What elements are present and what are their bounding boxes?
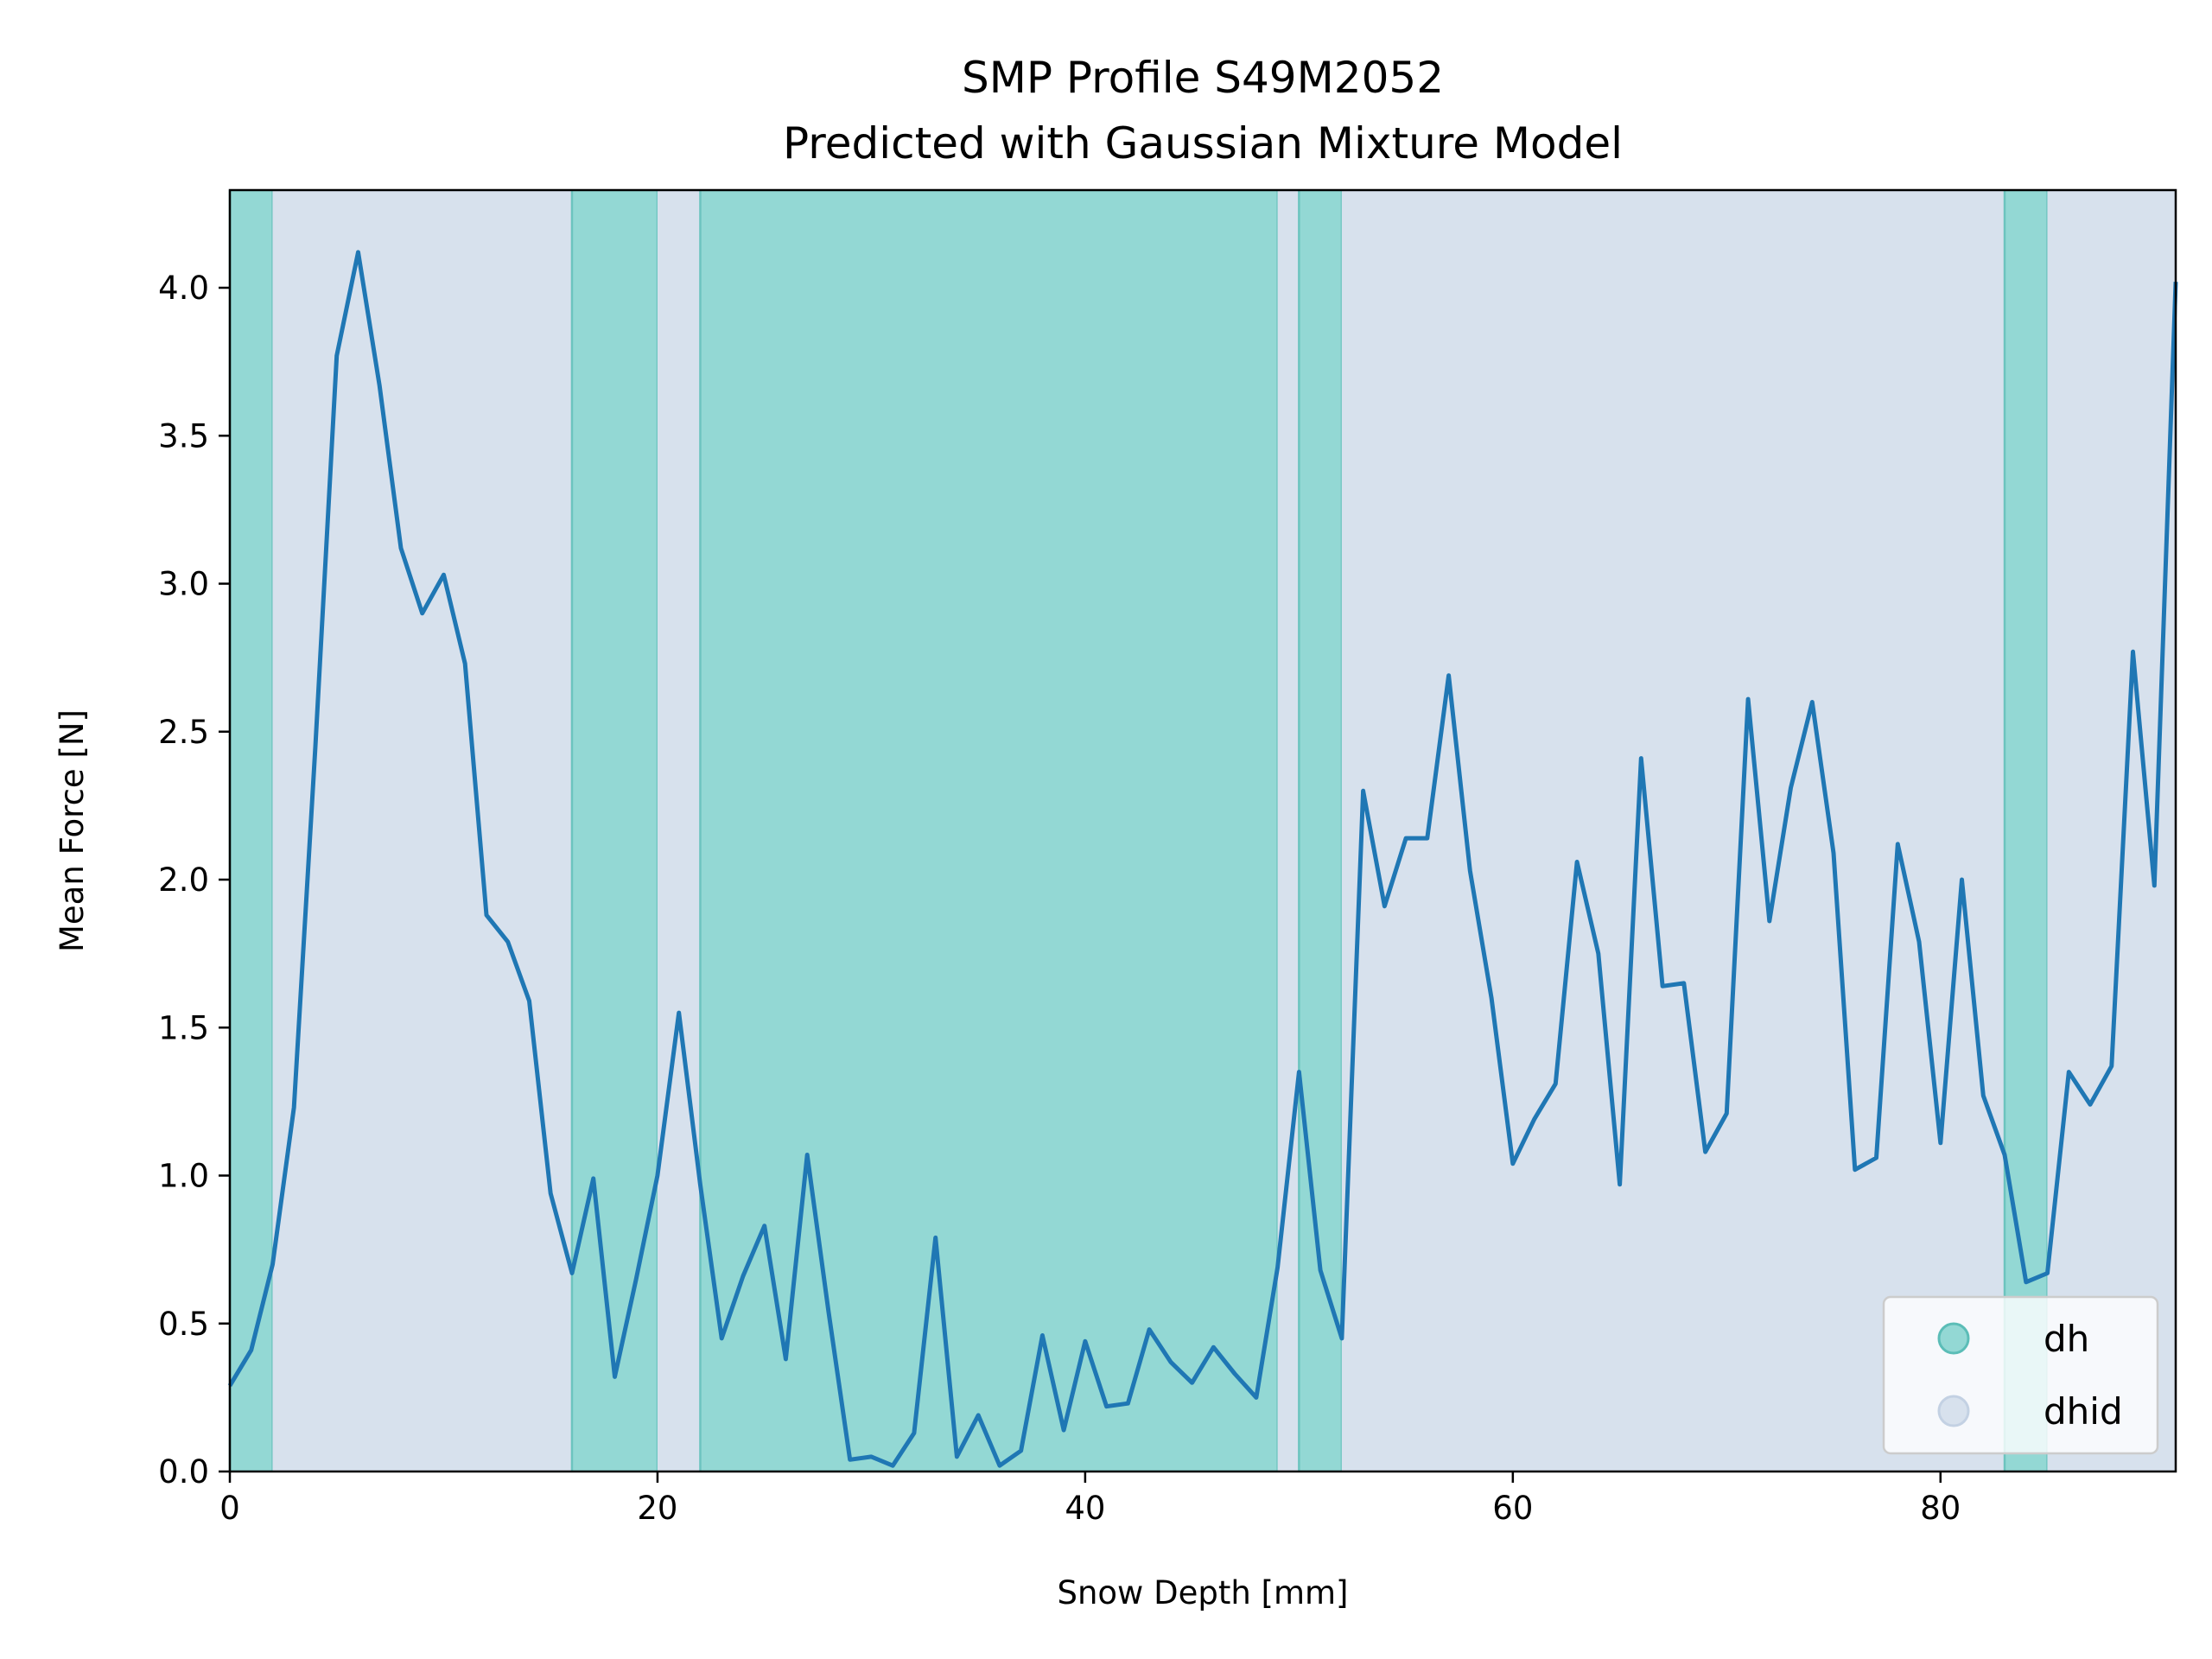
region-dh: [571, 190, 658, 1471]
region-dhid: [1341, 190, 2005, 1471]
region-dh: [1299, 190, 1342, 1471]
region-dhid: [1277, 190, 1300, 1471]
x-tick-label: 40: [1065, 1490, 1105, 1527]
region-dhid: [272, 190, 572, 1471]
y-tick-label: 0.0: [158, 1453, 209, 1491]
x-tick-label: 80: [1920, 1490, 1961, 1527]
chart-title: SMP Profile S49M2052: [962, 53, 1444, 103]
class-regions: [228, 190, 2176, 1471]
legend-label-dhid: dhid: [2044, 1390, 2123, 1433]
series-layer: [227, 250, 2178, 1468]
x-tick-label: 0: [219, 1490, 240, 1527]
legend-marker-dhid: [1937, 1395, 1970, 1427]
y-axis: 0.0 0.5 1.0 1.5 2.0 2.5 3.0 3.5 4.0: [158, 270, 230, 1491]
region-dh: [230, 190, 273, 1471]
y-tick-label: 3.5: [158, 417, 209, 454]
region-dh: [2005, 190, 2048, 1471]
legend: dh dhid: [1882, 1295, 2159, 1455]
x-axis: 0 20 40 60 80: [219, 1471, 1961, 1527]
region-dh: [700, 190, 1278, 1471]
y-tick-label: 1.5: [158, 1009, 209, 1046]
y-tick-label: 0.5: [158, 1306, 209, 1343]
series-line: [227, 250, 2178, 1468]
y-axis-label: Mean Force [N]: [54, 709, 91, 952]
y-tick-label: 3.0: [158, 566, 209, 603]
y-tick-label: 4.0: [158, 270, 209, 307]
y-tick-label: 1.0: [158, 1158, 209, 1195]
x-tick-label: 60: [1492, 1490, 1533, 1527]
legend-marker-dh: [1937, 1322, 1970, 1355]
plot-frame: [228, 188, 2177, 1473]
y-tick-label: 2.0: [158, 861, 209, 899]
chart-subtitle: Predicted with Gaussian Mixture Model: [783, 118, 1623, 168]
y-tick-label: 2.5: [158, 714, 209, 751]
x-axis-label: Snow Depth [mm]: [1057, 1574, 1348, 1611]
x-tick-label: 20: [637, 1490, 677, 1527]
legend-label-dh: dh: [2044, 1318, 2089, 1360]
region-dhid: [657, 190, 701, 1471]
